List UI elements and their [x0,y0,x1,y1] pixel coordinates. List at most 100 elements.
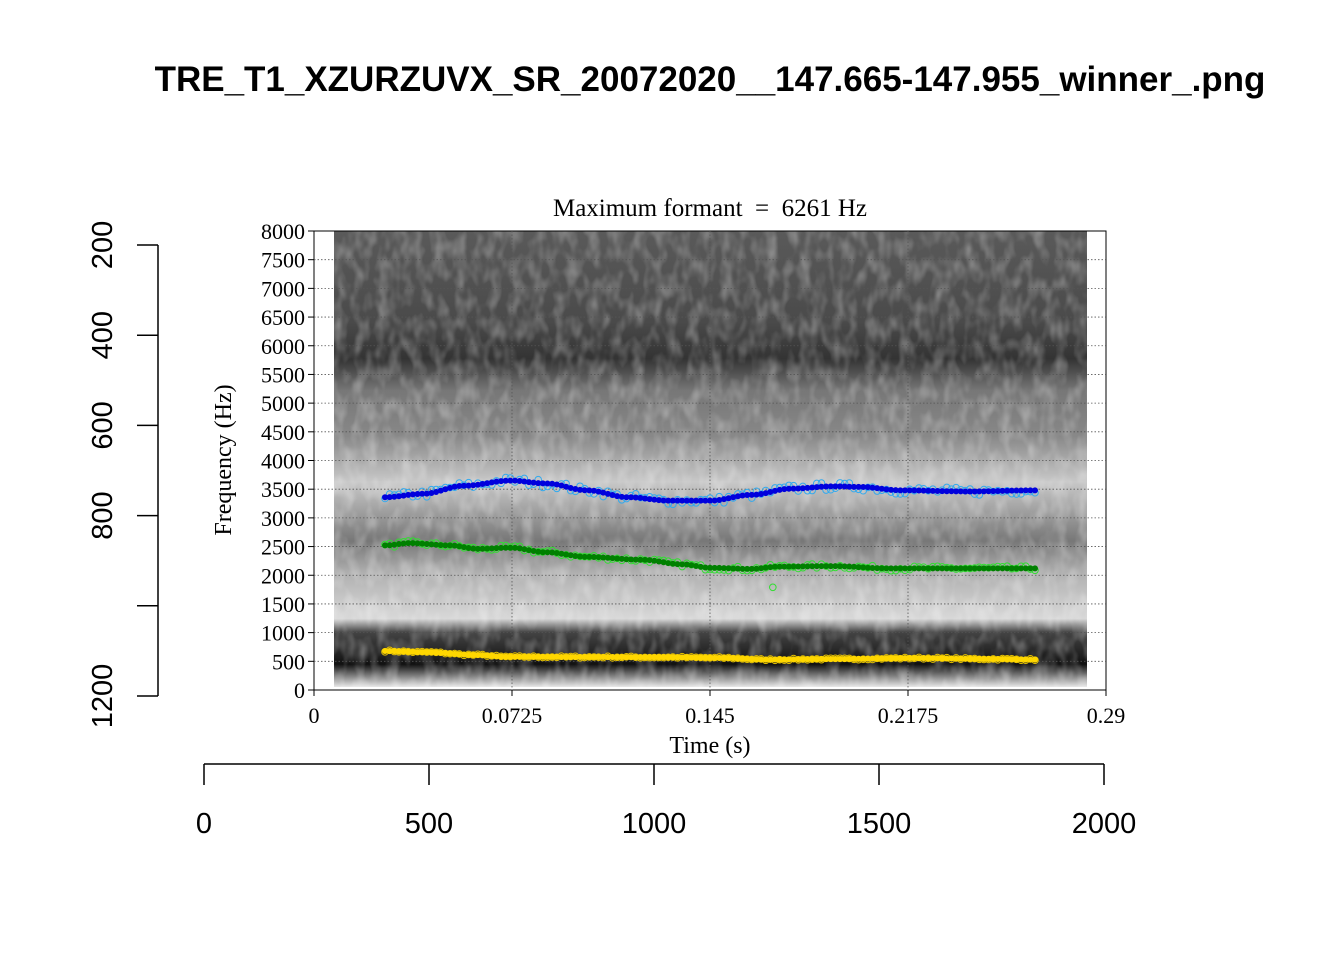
smoothed-formant-point [841,563,848,570]
x-tick-label: 0 [309,703,320,728]
smoothed-formant-point [823,483,830,490]
smoothed-formant-point [994,565,1001,572]
smoothed-formant-point [539,480,546,487]
smoothed-formant-point [827,483,834,490]
smoothed-formant-point [442,486,449,493]
smoothed-formant-point [716,496,723,503]
smoothed-formant-point [892,565,899,572]
smoothed-formant-point [572,553,579,560]
y-tick-label: 5500 [261,362,305,387]
smoothed-formant-point [521,546,528,553]
y-tick-label: 6500 [261,305,305,330]
smoothed-formant-point [651,654,658,661]
smoothed-formant-point [864,564,871,571]
smoothed-formant-point [447,650,454,657]
smoothed-formant-point [590,654,597,661]
smoothed-formant-point [498,478,505,485]
smoothed-formant-point [637,494,644,501]
smoothed-formant-point [674,561,681,568]
smoothed-formant-point [790,656,797,663]
smoothed-formant-point [790,485,797,492]
smoothed-formant-point [474,652,481,659]
smoothed-formant-point [711,497,718,504]
y-tick-label: 0 [294,678,305,703]
smoothed-formant-point [869,484,876,491]
smoothed-formant-point [702,497,709,504]
smoothed-formant-point [785,485,792,492]
smoothed-formant-point [776,486,783,493]
smoothed-formant-point [558,482,565,489]
smoothed-formant-point [544,653,551,660]
smoothed-formant-point [953,655,960,662]
smoothed-formant-point [911,655,918,662]
left-axis-tick-label: 1200 [87,664,119,729]
smoothed-formant-point [953,488,960,495]
smoothed-formant-point [423,540,430,547]
smoothed-formant-point [395,541,402,548]
smoothed-formant-point [957,488,964,495]
smoothed-formant-point [693,654,700,661]
y-tick-label: 7500 [261,248,305,273]
smoothed-formant-point [832,563,839,570]
smoothed-formant-point [823,656,830,663]
smoothed-formant-point [646,557,653,564]
smoothed-formant-point [451,483,458,490]
smoothed-formant-point [720,496,727,503]
smoothed-formant-point [781,486,788,493]
smoothed-formant-point [632,556,639,563]
smoothed-formant-point [558,653,565,660]
smoothed-formant-point [985,655,992,662]
smoothed-formant-point [428,649,435,656]
smoothed-formant-point [679,654,686,661]
smoothed-formant-point [915,487,922,494]
smoothed-formant-point [874,485,881,492]
smoothed-formant-point [563,551,570,558]
bottom-axis-tick-label: 1500 [847,808,912,840]
smoothed-formant-point [581,654,588,661]
smoothed-formant-point [577,654,584,661]
smoothed-formant-point [493,478,500,485]
smoothed-formant-point [948,565,955,572]
smoothed-formant-point [651,557,658,564]
smoothed-formant-point [1027,565,1034,572]
smoothed-formant-point [980,565,987,572]
smoothed-formant-point [544,480,551,487]
smoothed-formant-point [869,564,876,571]
smoothed-formant-point [976,565,983,572]
x-tick-label: 0.0725 [482,703,543,728]
smoothed-formant-point [1027,487,1034,494]
smoothed-formant-point [878,655,885,662]
smoothed-formant-point [734,655,741,662]
smoothed-formant-point [530,548,537,555]
smoothed-formant-point [874,655,881,662]
smoothed-formant-point [762,564,769,571]
y-axis-label: Frequency (Hz) [211,384,237,535]
smoothed-formant-point [711,654,718,661]
smoothed-formant-point [386,648,393,655]
smoothed-formant-point [730,655,737,662]
smoothed-formant-point [920,565,927,572]
smoothed-formant-point [962,565,969,572]
smoothed-formant-point [512,653,519,660]
smoothed-formant-point [674,497,681,504]
smoothed-formant-point [595,654,602,661]
smoothed-formant-point [776,656,783,663]
smoothed-formant-point [642,556,649,563]
smoothed-formant-point [795,485,802,492]
y-tick-label: 5000 [261,391,305,416]
smoothed-formant-point [660,654,667,661]
smoothed-formant-point [707,564,713,571]
smoothed-formant-point [976,655,983,662]
smoothed-formant-point [911,565,918,572]
smoothed-formant-point [400,492,407,499]
smoothed-formant-point [966,655,973,662]
smoothed-formant-point [897,655,904,662]
smoothed-formant-point [674,654,681,661]
smoothed-formant-point [382,494,389,501]
smoothed-formant-point [767,564,774,571]
smoothed-formant-point [525,547,532,554]
smoothed-formant-point [488,652,495,659]
smoothed-formant-point [1031,656,1038,663]
smoothed-formant-point [693,497,700,504]
x-tick-label: 0.145 [685,703,735,728]
